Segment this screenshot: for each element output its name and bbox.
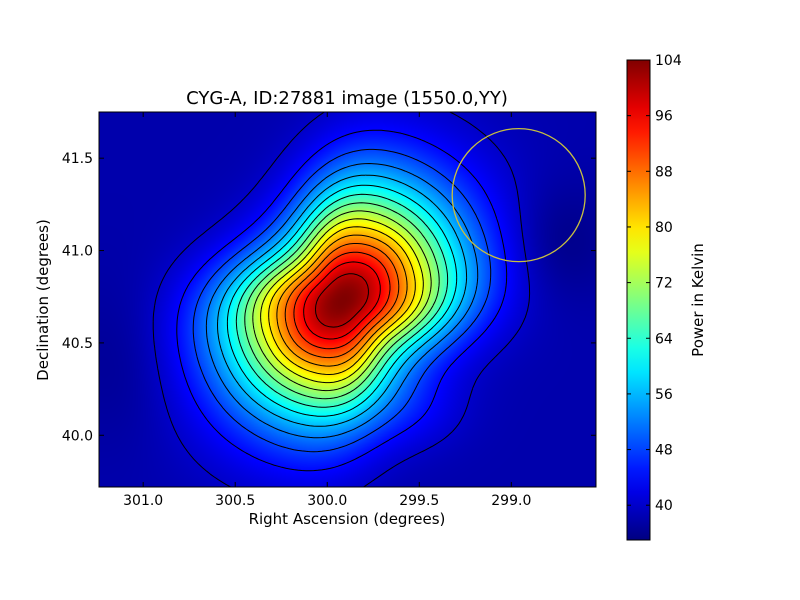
colorbar-gradient: [627, 60, 650, 540]
plot-area: [98, 111, 597, 488]
colorbar-tick-label: 56: [655, 387, 673, 403]
y-tick-label: 41.0: [62, 244, 93, 260]
y-tick-label: 40.0: [62, 428, 93, 444]
x-tick-label: 300.0: [307, 493, 347, 509]
contour-level-96: [303, 261, 381, 340]
contour-level-92: [293, 251, 391, 350]
x-axis: 301.0 300.5 300.0 299.5 299.0: [123, 112, 531, 509]
y-axis: 40.0 40.5 41.0 41.5: [62, 151, 596, 444]
contour-level-68: [244, 202, 440, 400]
colorbar-frame: [626, 59, 651, 541]
chart-title: CYG-A, ID:27881 image (1550.0,YY): [186, 88, 508, 109]
colorbar-tick-label: 48: [655, 443, 673, 459]
colorbar-ticks: 40 48 56 64 72 80 88 96 104: [627, 53, 682, 514]
colorbar-tick-label: 64: [655, 331, 673, 347]
x-tick-label: 301.0: [123, 493, 163, 509]
colorbar-tick-label: 96: [655, 109, 673, 125]
contour-level-88: [284, 243, 400, 359]
contour-level-40: [152, 112, 531, 487]
contour-level-44: [176, 129, 508, 472]
contour-level-80: [268, 226, 416, 375]
contour-level-64: [235, 193, 449, 408]
heatmap-image: [99, 112, 596, 487]
colorbar-tick-label: 40: [655, 498, 673, 514]
contour-level-48: [192, 148, 492, 453]
plot-frame: [98, 111, 597, 488]
y-axis-label: Declination (degrees): [34, 219, 52, 381]
y-tick-label: 41.5: [62, 151, 93, 167]
contour-level-52: [205, 163, 479, 439]
contour-level-84: [276, 234, 408, 367]
x-tick-label: 299.0: [491, 493, 531, 509]
contour-level-72: [252, 210, 432, 392]
x-tick-label: 299.5: [399, 493, 439, 509]
colorbar: 40 48 56 64 72 80 88 96 104 Power in Kelvin: [626, 53, 707, 541]
colorbar-label: Power in Kelvin: [689, 243, 707, 357]
x-tick-label: 300.5: [215, 493, 255, 509]
colorbar-tick-label: 88: [655, 164, 673, 180]
contour-level-60: [226, 184, 458, 417]
x-axis-label: Right Ascension (degrees): [249, 510, 446, 528]
colorbar-tick-label: 104: [655, 53, 682, 69]
beam-marker-circle: [451, 127, 586, 263]
contour-level-100: [315, 273, 369, 328]
colorbar-tick-label: 80: [655, 220, 673, 236]
y-tick-label: 40.5: [62, 336, 93, 352]
contour-level-76: [260, 218, 424, 384]
contour-lines: [152, 112, 531, 487]
colorbar-tick-label: 72: [655, 276, 673, 292]
contour-level-56: [217, 174, 468, 427]
